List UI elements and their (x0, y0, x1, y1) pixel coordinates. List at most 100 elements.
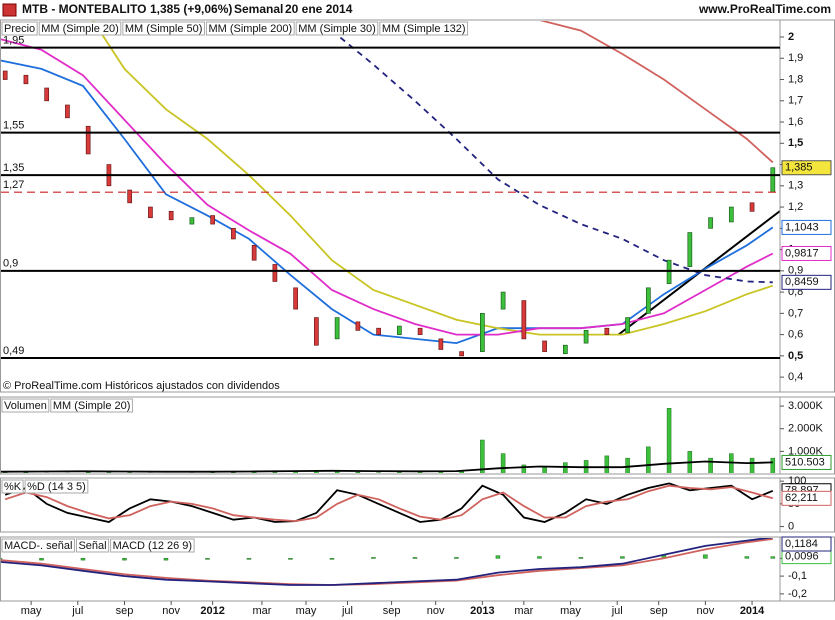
y-tick-label: 0,9 (788, 265, 803, 277)
level-label: 0,49 (3, 345, 24, 357)
y-tick-label: 0,5 (788, 350, 803, 362)
candle-body (334, 317, 340, 340)
series-line (4, 484, 774, 523)
bar (397, 472, 402, 473)
candle-body (500, 291, 506, 310)
plot-area (1, 21, 776, 357)
value-box (781, 454, 832, 470)
footnote: © ProRealTime.com Históricos ajustados c… (3, 380, 280, 392)
x-tick-label: nov (427, 605, 445, 617)
series-line (331, 29, 773, 284)
y-tick-label: 1,3 (788, 180, 803, 192)
series-line (539, 21, 774, 164)
value-box (781, 219, 832, 235)
legend-box (1, 21, 38, 36)
level-label: 1,55 (3, 120, 24, 132)
candle-body (438, 338, 444, 350)
legend-label: MACD (12 26 9) (113, 540, 192, 552)
candle-body (251, 244, 257, 261)
bar (355, 471, 361, 473)
series-line (4, 482, 774, 523)
x-tick-label: mar (514, 605, 533, 617)
bar (412, 557, 418, 559)
value-box (781, 274, 832, 290)
candle-body (44, 87, 50, 102)
bar (454, 557, 459, 559)
legend-label: Señal (78, 540, 106, 552)
bar (23, 472, 29, 473)
value-label: 0,1184 (785, 538, 818, 550)
legend-box (38, 21, 122, 36)
legend-label: Volumen (4, 400, 47, 412)
y-tick-label: 2.000K (788, 423, 824, 435)
value-label: 0,9817 (785, 247, 819, 259)
bar (537, 556, 542, 559)
x-tick-label: jul (611, 605, 623, 617)
bar (480, 439, 485, 473)
plot-area (1, 538, 776, 586)
legend-label: MM (Simple 200) (208, 23, 292, 35)
candle-body (189, 217, 195, 225)
y-tick-label: -0,1 (788, 570, 807, 582)
x-tick-label: jul (341, 605, 353, 617)
candle-body (521, 300, 527, 340)
y-tick-label: -0,2 (788, 588, 807, 600)
candle-body (583, 330, 589, 344)
x-tick-label: nov (697, 605, 715, 617)
level-label: 0,9 (3, 258, 18, 270)
x-tick-label: mar (252, 605, 271, 617)
legend-label: MM (Simple 30) (298, 23, 376, 35)
bar (417, 471, 423, 473)
x-tick-label: 2012 (200, 605, 224, 617)
y-tick-label: 1,2 (788, 201, 803, 213)
y-tick-label: 0,6 (788, 329, 803, 341)
legend-label: MM (Simple 20) (41, 23, 119, 35)
x-tick-label: sep (383, 605, 401, 617)
x-tick-label: may (21, 605, 42, 617)
bar (122, 558, 127, 561)
candle-body (210, 215, 216, 225)
value-box (781, 536, 832, 552)
legend-label: Precio (4, 23, 35, 35)
candle-body (480, 312, 485, 352)
candle-body (749, 202, 755, 212)
candle-body (148, 206, 153, 219)
x-tick-label: nov (162, 605, 180, 617)
legend-box (205, 21, 295, 36)
bar (563, 462, 568, 473)
bar (106, 472, 112, 473)
x-tick-label: jul (71, 605, 83, 617)
series-line (92, 21, 774, 336)
series-line (1, 460, 773, 473)
candle-body (708, 217, 713, 229)
candle-body (272, 264, 278, 282)
bar (376, 472, 381, 473)
legend-box (24, 479, 89, 494)
y-tick-label: 1,5 (788, 137, 803, 149)
bar (231, 472, 236, 473)
x-tick-label: 2014 (740, 605, 765, 617)
bar (495, 555, 501, 559)
candle-body (666, 259, 672, 284)
candle-body (417, 327, 423, 335)
legend-label: MM (Simple 50) (125, 23, 203, 35)
candle-body (562, 344, 568, 355)
candle-body (168, 210, 174, 221)
y-tick-label: 0 (788, 520, 794, 532)
bar (770, 457, 776, 473)
value-label: 510.503 (785, 456, 825, 468)
period: Semanal (234, 2, 283, 16)
legend-label: %D (14 3 5) (27, 481, 86, 493)
bar (646, 446, 651, 473)
bar (770, 556, 776, 559)
legend-box (1, 538, 75, 553)
x-tick-label: sep (650, 605, 668, 617)
legend-label: MM (Simple 132) (382, 23, 466, 35)
legend-label: MACD-. señal (4, 540, 72, 552)
bar (521, 464, 527, 473)
legend-box (1, 398, 50, 413)
legend-label: %K (4, 481, 22, 493)
plot-area (1, 408, 776, 473)
bar (500, 453, 506, 473)
